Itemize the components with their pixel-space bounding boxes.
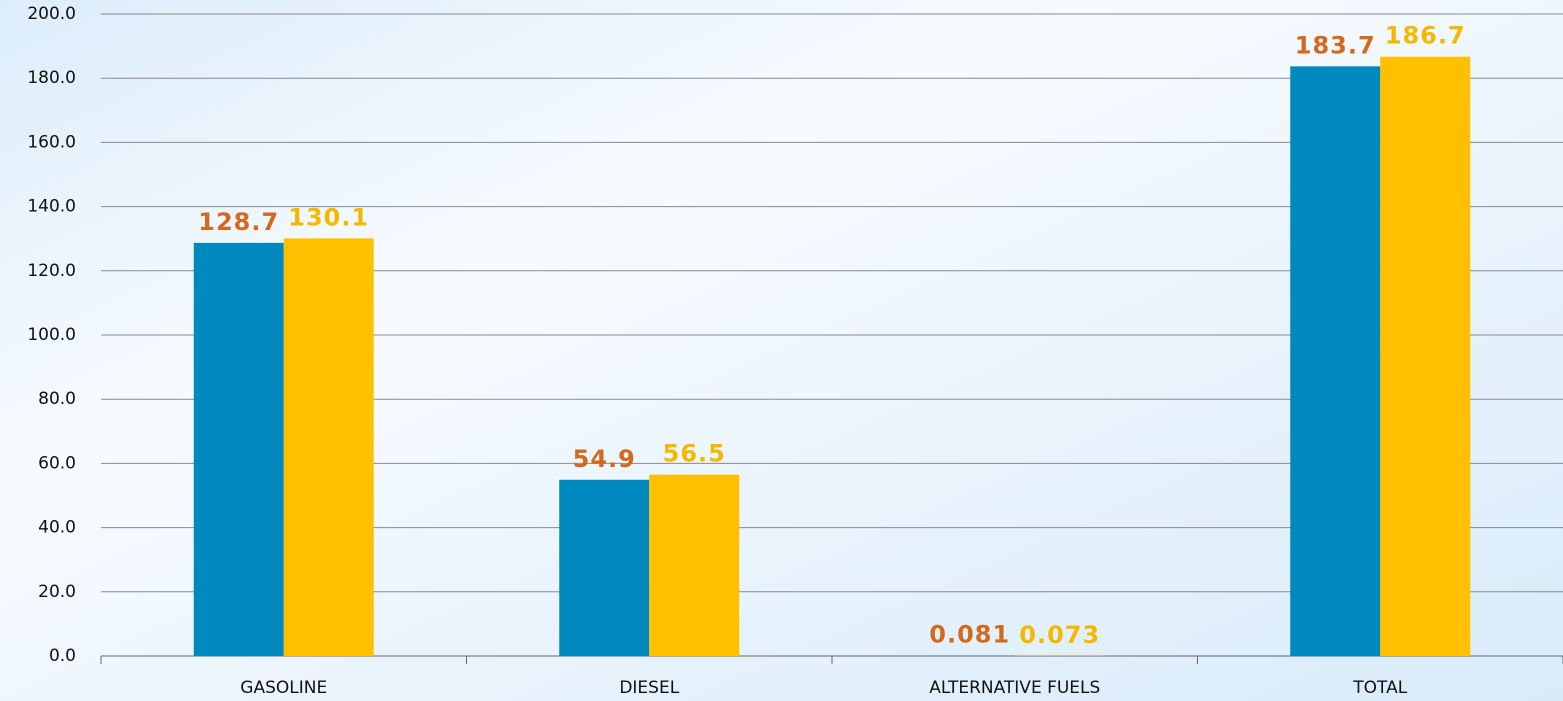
y-tick-label: 100.0 [27, 325, 76, 345]
y-tick-label: 140.0 [27, 197, 76, 217]
bar [559, 479, 650, 656]
y-tick-label: 40.0 [38, 518, 76, 538]
data-label: 0.081 [929, 621, 1010, 649]
data-label: 0.073 [1019, 621, 1100, 649]
x-tick-label: TOTAL [1352, 678, 1407, 698]
y-tick-label: 0.0 [49, 646, 76, 666]
bar [283, 238, 374, 656]
bar [193, 242, 284, 657]
bar [1380, 56, 1471, 657]
y-tick-label: 60.0 [38, 453, 76, 473]
y-tick-label: 80.0 [38, 389, 76, 409]
data-label: 56.5 [663, 440, 726, 468]
y-tick-label: 180.0 [27, 68, 76, 88]
x-tick-label: ALTERNATIVE FUELS [929, 678, 1100, 698]
bar [649, 474, 740, 656]
data-label: 54.9 [573, 445, 636, 473]
data-label: 186.7 [1385, 22, 1466, 50]
data-label: 130.1 [288, 203, 369, 231]
x-tick-label: GASOLINE [240, 678, 327, 698]
x-tick-label: DIESEL [619, 678, 679, 698]
y-tick-label: 20.0 [38, 582, 76, 602]
y-tick-label: 120.0 [27, 261, 76, 281]
data-label: 128.7 [198, 208, 279, 236]
y-tick-label: 200.0 [27, 4, 76, 24]
data-label: 183.7 [1295, 31, 1376, 59]
y-tick-label: 160.0 [27, 132, 76, 152]
bar [1290, 66, 1381, 656]
